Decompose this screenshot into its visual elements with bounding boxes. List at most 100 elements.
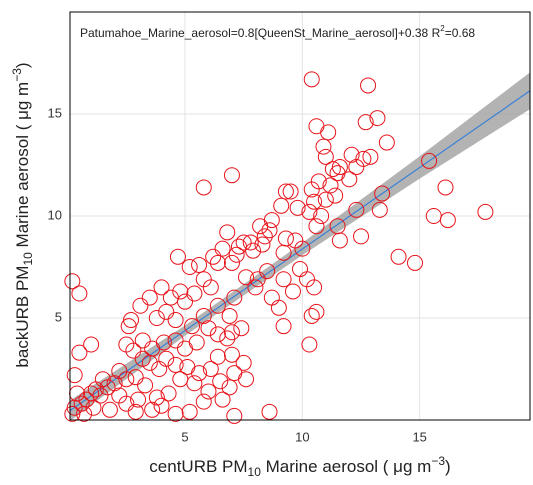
point <box>320 124 337 141</box>
point <box>226 289 243 306</box>
label-part: Marine aerosol ( μg m <box>13 82 32 252</box>
point <box>160 385 177 402</box>
point <box>303 71 320 88</box>
y-axis-label: backURB PM10 Marine aerosol ( μg m−3) <box>10 62 35 367</box>
point <box>200 383 217 400</box>
point <box>308 303 325 320</box>
point <box>233 320 250 337</box>
point <box>407 254 423 271</box>
point <box>357 114 374 131</box>
point <box>66 367 83 384</box>
point <box>235 234 252 251</box>
point <box>245 242 262 259</box>
point <box>378 134 395 151</box>
point <box>275 318 292 335</box>
point <box>259 263 276 280</box>
point <box>212 373 229 390</box>
point <box>158 350 175 367</box>
point <box>360 77 377 94</box>
fit-line <box>69 90 531 412</box>
point <box>202 361 219 377</box>
point <box>362 148 379 165</box>
point <box>439 212 456 229</box>
point <box>87 381 104 398</box>
point <box>172 283 189 300</box>
point <box>223 324 240 341</box>
point <box>324 161 341 178</box>
x-tick-label: 5 <box>181 429 188 444</box>
point <box>127 403 144 420</box>
point <box>315 138 332 155</box>
point <box>270 299 287 316</box>
point <box>209 326 226 343</box>
label-sup: −3 <box>10 68 24 82</box>
point <box>134 332 151 349</box>
point <box>263 212 280 229</box>
point <box>374 185 391 202</box>
point <box>214 240 231 257</box>
point <box>221 379 238 396</box>
label-sub: 10 <box>21 252 35 266</box>
plot-frame <box>69 11 531 421</box>
point <box>249 271 266 288</box>
point <box>371 201 388 218</box>
point <box>130 391 147 408</box>
label-part: centURB PM <box>149 457 247 476</box>
point <box>308 218 325 235</box>
point <box>167 332 184 349</box>
point <box>390 248 407 265</box>
label-part: Marine aerosol ( μg m <box>261 457 431 476</box>
point <box>162 289 179 306</box>
point <box>348 201 365 218</box>
point <box>353 228 370 245</box>
point <box>228 246 245 263</box>
point <box>200 320 217 337</box>
label-sup: −3 <box>431 454 445 468</box>
point <box>177 340 193 357</box>
y-tick-label: 5 <box>55 309 62 324</box>
point <box>141 289 158 306</box>
point <box>186 285 203 302</box>
label-part: backURB PM <box>13 266 32 368</box>
point <box>369 110 386 127</box>
point <box>64 405 81 422</box>
point <box>64 273 81 290</box>
point <box>282 183 299 200</box>
point <box>477 203 494 220</box>
point <box>144 401 161 418</box>
point <box>148 389 165 406</box>
annotation-text: Patumahoe_Marine_aerosol=0.8[QueenSt_Mar… <box>80 26 441 40</box>
point <box>275 271 292 288</box>
point <box>235 354 252 371</box>
point <box>191 256 208 273</box>
x-tick-label: 10 <box>295 429 309 444</box>
point <box>205 248 222 265</box>
point <box>101 401 118 418</box>
point <box>343 146 360 163</box>
point <box>261 222 278 239</box>
x-axis-label: centURB PM10 Marine aerosol ( μg m−3) <box>149 454 450 479</box>
x-tick-label: 15 <box>412 429 426 444</box>
point <box>167 312 184 329</box>
point <box>421 152 438 169</box>
point <box>261 403 278 420</box>
point <box>219 330 236 347</box>
y-tick-label: 10 <box>48 207 62 222</box>
point <box>158 303 175 320</box>
point <box>111 387 128 404</box>
annotation-text: =0.68 <box>445 26 476 40</box>
point <box>148 310 165 326</box>
point <box>247 279 264 296</box>
point <box>284 283 301 300</box>
point <box>209 297 226 314</box>
point <box>181 403 198 420</box>
point <box>303 181 320 198</box>
point <box>123 312 140 329</box>
point <box>195 179 212 196</box>
point <box>221 307 238 324</box>
label-part: ) <box>445 457 451 476</box>
point <box>303 307 320 324</box>
point <box>195 307 212 324</box>
point <box>141 354 158 371</box>
